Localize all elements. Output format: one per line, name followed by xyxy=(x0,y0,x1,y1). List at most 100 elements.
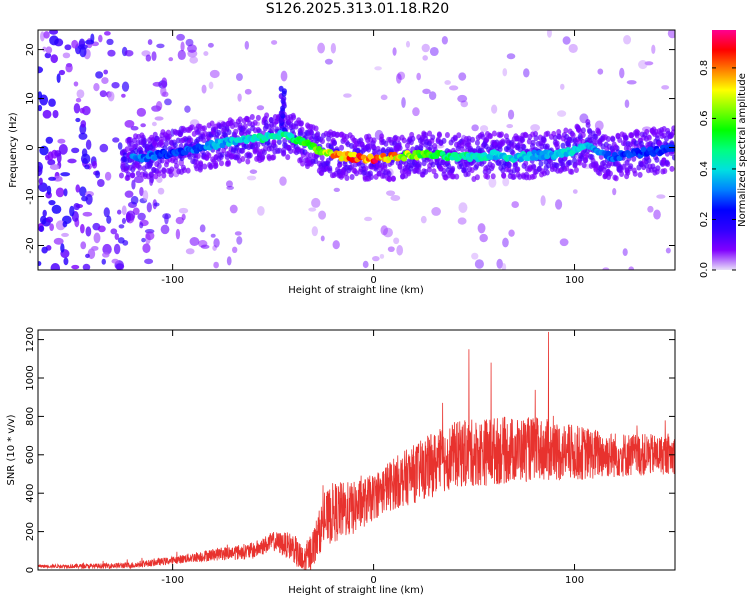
spectrogram-cell xyxy=(523,160,529,167)
spectrogram-cell xyxy=(140,123,146,128)
spectrogram-cell xyxy=(106,215,112,224)
spectrogram-cell xyxy=(396,145,402,152)
spectrogram-cell xyxy=(142,190,149,202)
spectrogram-cell xyxy=(656,194,666,199)
spectrogram-cell xyxy=(71,147,80,154)
spectrogram-cell xyxy=(75,97,82,103)
spectrogram-cell xyxy=(327,167,333,174)
spectrogram-cell xyxy=(176,33,185,41)
spectrogram-cell xyxy=(73,202,80,211)
snr-x-tick-label: 0 xyxy=(370,575,376,586)
spectrogram-cell xyxy=(500,139,506,146)
spectrogram-cell xyxy=(596,128,602,135)
spectrogram-cells xyxy=(38,30,675,270)
spectrogram-cell xyxy=(562,36,571,45)
spectrogram-cell xyxy=(185,248,195,255)
spectrogram-cell xyxy=(240,155,246,162)
spectrogram-cell xyxy=(546,30,552,38)
spectrogram-cell xyxy=(416,168,422,175)
spectrogram-cell xyxy=(502,177,510,187)
spectrogram-cell xyxy=(82,211,93,217)
spectrogram-cell xyxy=(401,156,408,162)
spectrogram-cell xyxy=(422,88,431,95)
spectrogram-cell xyxy=(38,104,43,112)
spectrogram-cell xyxy=(416,163,422,170)
spectrogram-cell xyxy=(40,215,47,225)
colorbar-label: Normalized spectral amplitude xyxy=(737,73,748,227)
spectrogram-cell xyxy=(264,112,270,119)
spectrogram-cell xyxy=(523,68,530,78)
spectrogram-cell xyxy=(460,100,469,108)
spectrogram-cell xyxy=(73,103,81,114)
spectrogram-cell xyxy=(57,138,66,144)
spectrogram-cell xyxy=(372,255,380,262)
spectrogram-cell xyxy=(553,162,559,169)
spectrogram-cell xyxy=(430,134,436,141)
spectrogram-cell xyxy=(135,170,141,177)
spectrogram-cell xyxy=(568,43,578,54)
spectrogram-cell xyxy=(622,134,628,141)
spectrogram-cell xyxy=(237,93,242,102)
spectrogram-cell xyxy=(256,105,265,111)
spectrogram-cell xyxy=(44,52,52,59)
spectrogram-cell xyxy=(501,172,507,179)
spectrogram-cell xyxy=(42,209,47,217)
spectrogram-cell xyxy=(554,143,560,150)
spectrogram-cell xyxy=(490,162,496,169)
spectrogram-cell xyxy=(456,132,462,139)
spectrogram-cell xyxy=(80,120,87,128)
spectrogram-cell xyxy=(93,232,101,244)
spectrogram-cell xyxy=(582,156,588,163)
spectrogram-cell xyxy=(107,49,116,57)
spectrogram-cell xyxy=(255,114,261,121)
spectrogram-cell xyxy=(91,160,98,169)
spectrogram-cell xyxy=(161,77,168,88)
spectrogram-cell xyxy=(405,40,411,48)
spectrogram-cell xyxy=(662,167,668,174)
spectrogram-cell xyxy=(139,186,144,197)
spectrogram-cell xyxy=(244,115,250,122)
spectrogram-cell xyxy=(667,30,675,39)
spectrogram-cell xyxy=(121,217,127,225)
spectrogram-cell xyxy=(76,89,85,99)
spectrogram-cell xyxy=(276,138,282,145)
spectrogram-cell xyxy=(208,81,214,90)
snr-series-line xyxy=(38,331,675,570)
spectrogram-cell xyxy=(125,210,136,221)
spectrogram-cell xyxy=(404,142,410,149)
snr-x-tick-label: -100 xyxy=(161,575,184,586)
spectrogram-cell xyxy=(145,54,152,62)
spectrogram-cell xyxy=(628,266,635,270)
spectrogram-cell xyxy=(506,162,512,169)
spectrogram-cell xyxy=(465,170,471,177)
snr-y-tick-label: 0 xyxy=(25,567,36,573)
spectrogram-cell xyxy=(544,169,550,176)
spectrogram-cell xyxy=(106,38,114,46)
spectrogram-cell xyxy=(124,120,135,128)
spectrogram-cell xyxy=(63,257,69,266)
spectrogram-cell xyxy=(148,171,154,178)
spectrogram-cell xyxy=(560,83,565,90)
spectrogram-cell xyxy=(113,243,121,255)
spectrogram-cell xyxy=(80,241,87,250)
spectrogram-cell xyxy=(612,188,617,196)
spectrogram-cell xyxy=(670,129,675,136)
spectrogram-cell xyxy=(379,253,385,259)
spectrogram-cell xyxy=(530,139,536,146)
spectrogram-cell xyxy=(629,132,635,139)
spectrogram-cell xyxy=(457,217,467,225)
spectrogram-cell xyxy=(428,144,434,151)
spectrogram-cell xyxy=(58,69,66,76)
spectrogram-cell xyxy=(99,143,109,153)
spectrogram-cell xyxy=(107,91,115,102)
spectrogram-cell xyxy=(371,137,377,144)
spectrogram-cell xyxy=(124,190,134,198)
spectrogram-cell xyxy=(245,158,251,165)
spectrogram-cell xyxy=(559,238,569,247)
spectrogram-cell xyxy=(468,145,474,152)
spectrogram-y-tick-label: -10 xyxy=(25,188,36,204)
spectrogram-cell xyxy=(613,144,619,151)
spectrogram-cell xyxy=(308,207,317,212)
spectrogram-cell xyxy=(431,207,441,216)
